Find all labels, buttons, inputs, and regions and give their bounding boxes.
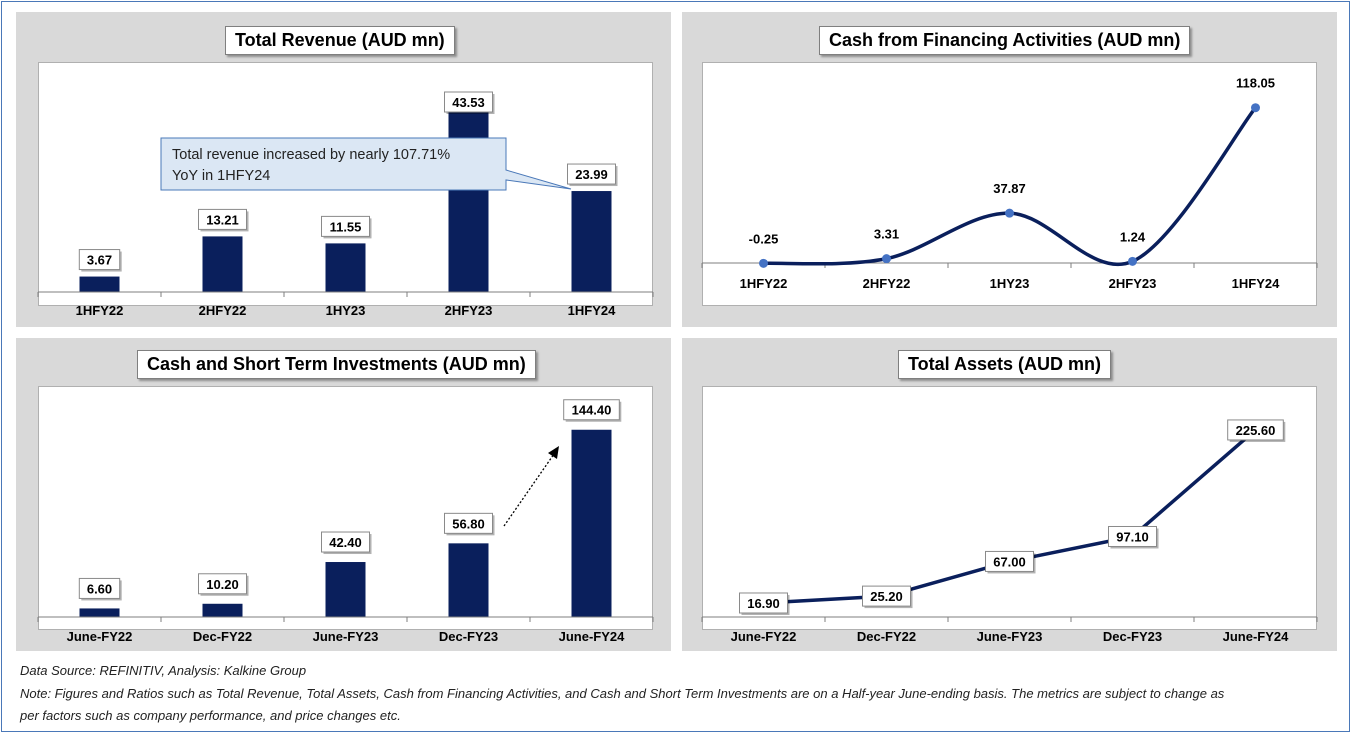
revenue-data-label: 11.55: [330, 219, 362, 234]
revenue-tick-label: 1HFY22: [76, 303, 124, 318]
cash-tick-label: June-FY23: [313, 629, 379, 644]
revenue-callout-box: [160, 137, 572, 191]
financing-data-label: -0.25: [749, 231, 779, 246]
revenue-data-label: 13.21: [206, 212, 239, 227]
revenue-tick-label: 2HFY23: [445, 303, 493, 318]
assets-tick-label: Dec-FY22: [857, 629, 916, 644]
assets-data-label: 67.00: [993, 554, 1026, 569]
financing-tick-label: 1HFY24: [1232, 276, 1280, 291]
data-source-text: Data Source: REFINITIV, Analysis: Kalkin…: [20, 663, 307, 678]
cash-bar: [79, 608, 120, 617]
revenue-bar: [448, 108, 489, 292]
financing-chart: 1HFY22 2HFY22 1HY23 2HFY23 1HFY24 -0.25 3.31 37…: [701, 76, 1318, 291]
cash-bar: [325, 562, 366, 617]
financing-data-label: 3.31: [874, 227, 899, 242]
cash-trend-arrowhead: [548, 446, 559, 459]
cash-bar: [571, 429, 612, 617]
financing-data-label: 1.24: [1120, 229, 1146, 244]
revenue-data-label: 43.53: [452, 95, 485, 110]
cash-tick-label: June-FY22: [67, 629, 133, 644]
cash-bar: [202, 603, 243, 617]
assets-data-label: 16.90: [747, 596, 780, 611]
assets-data-label-box: [1227, 419, 1284, 441]
cash-data-label: 6.60: [87, 581, 112, 596]
cash-trend-arrow: [503, 453, 555, 527]
note-text-line-1: Note: Figures and Ratios such as Total R…: [20, 686, 1225, 701]
cash-data-label: 144.40: [572, 403, 612, 418]
assets-tick-label: June-FY23: [977, 629, 1043, 644]
revenue-data-label: 23.99: [575, 167, 608, 182]
financing-point: [882, 254, 891, 264]
cash-data-label-box: [321, 531, 370, 553]
revenue-data-label-box: [198, 208, 247, 230]
revenue-callout-line-2: YoY in 1HFY24: [172, 168, 271, 184]
revenue-tick-label: 2HFY22: [199, 303, 247, 318]
revenue-data-label-box: [78, 249, 121, 271]
assets-tick-label: Dec-FY23: [1103, 629, 1162, 644]
cash-chart-title: Cash and Short Term Investments (AUD mn): [137, 350, 536, 379]
financing-data-label: 118.05: [1236, 76, 1275, 91]
assets-tick-label: June-FY22: [731, 629, 797, 644]
revenue-bar: [79, 276, 120, 292]
financing-point: [1251, 103, 1260, 113]
financing-series-line: [763, 106, 1257, 266]
cash-data-label-box: [78, 577, 121, 599]
note-text-line-2: per factors such as company performance,…: [20, 708, 401, 723]
assets-data-label: 97.10: [1116, 529, 1149, 544]
cash-chart: June-FY22 Dec-FY22 June-FY23 Dec-FY23 June-F…: [37, 399, 654, 644]
assets-plot-area: [702, 386, 1317, 630]
cash-data-label: 10.20: [206, 577, 239, 592]
cash-panel: June-FY22 Dec-FY22 June-FY23 Dec-FY23 June-F…: [16, 338, 671, 651]
cash-data-label: 42.40: [329, 535, 362, 550]
revenue-chart-title: Total Revenue (AUD mn): [225, 26, 455, 55]
financing-data-label: 37.87: [993, 181, 1026, 196]
revenue-data-label-box: [444, 91, 493, 113]
financing-tick-label: 1HFY22: [740, 276, 788, 291]
cash-tick-label: Dec-FY23: [439, 629, 498, 644]
cash-data-label-box: [198, 573, 247, 595]
financing-chart-title: Cash from Financing Activities (AUD mn): [819, 26, 1191, 55]
revenue-data-label-box: [567, 163, 616, 185]
revenue-tick-label: 1HY23: [326, 303, 366, 318]
revenue-bar: [325, 243, 366, 292]
revenue-data-label: 3.67: [87, 253, 112, 268]
financing-tick-label: 2HFY23: [1109, 276, 1157, 291]
assets-data-label: 25.20: [870, 589, 903, 604]
cash-tick-label: June-FY24: [559, 629, 626, 644]
financing-tick-label: 2HFY22: [863, 276, 911, 291]
assets-chart-title: Total Assets (AUD mn): [898, 350, 1112, 379]
financing-panel: 1HFY22 2HFY22 1HY23 2HFY23 1HFY24 -0.25 3.31 37…: [682, 12, 1337, 327]
assets-data-label-box: [985, 550, 1034, 572]
assets-series-line: [763, 428, 1257, 605]
revenue-callout: Total revenue increased by nearly 107.71…: [172, 145, 450, 187]
revenue-chart: 1HFY22 2HFY22 1HY23 2HFY23 1HFY24 3.67 13.21 11…: [37, 91, 654, 318]
financing-point: [1128, 256, 1137, 266]
revenue-callout-line-1: Total revenue increased by nearly 107.71…: [172, 147, 451, 163]
assets-chart: June-FY22 Dec-FY22 June-FY23 Dec-FY23 June-F…: [701, 419, 1318, 644]
assets-data-label-box: [739, 592, 788, 614]
revenue-bar: [571, 191, 612, 292]
assets-panel: June-FY22 Dec-FY22 June-FY23 Dec-FY23 June-F…: [682, 338, 1337, 651]
financing-tick-label: 1HY23: [990, 276, 1030, 291]
assets-tick-label: June-FY24: [1223, 629, 1290, 644]
revenue-tick-label: 1HFY24: [568, 303, 616, 318]
cash-tick-label: Dec-FY22: [193, 629, 252, 644]
cash-data-label-box: [563, 399, 620, 421]
revenue-bar: [202, 236, 243, 292]
revenue-data-label-box: [321, 215, 370, 237]
cash-data-label-box: [444, 512, 493, 534]
revenue-panel: 1HFY22 2HFY22 1HY23 2HFY23 1HFY24 3.67 13.21 11…: [16, 12, 671, 327]
assets-data-label: 225.60: [1236, 423, 1276, 438]
cash-bar: [448, 543, 489, 617]
financing-point: [1005, 208, 1014, 218]
cash-data-label: 56.80: [452, 516, 485, 531]
financing-point: [759, 258, 768, 268]
assets-data-label-box: [1108, 525, 1157, 547]
assets-data-label-box: [862, 585, 911, 607]
